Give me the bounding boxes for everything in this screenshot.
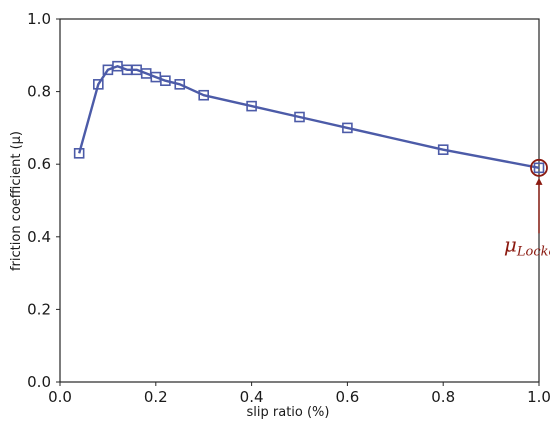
y-tick-label: 0.4 <box>27 228 51 246</box>
y-tick-label: 1.0 <box>27 10 51 28</box>
y-tick-label: 0.6 <box>27 155 51 173</box>
y-tick-label: 0.2 <box>27 300 51 318</box>
y-tick-label: 0.8 <box>27 83 51 101</box>
annotation-layer: μLocked <box>504 158 550 259</box>
series-line <box>78 64 540 169</box>
y-axis: 0.0 0.2 0.4 0.6 0.8 1.0 <box>27 10 60 391</box>
data-point <box>294 111 305 123</box>
annotation-label-main: μ <box>504 232 517 256</box>
data-point <box>198 89 209 101</box>
series-markers <box>73 60 545 174</box>
x-tick-label: 1.0 <box>527 388 550 406</box>
y-axis-label: friction coefficient (μ) <box>9 131 24 271</box>
data-point <box>73 148 85 159</box>
data-point <box>93 79 104 90</box>
series-lines <box>78 64 540 169</box>
x-tick-label: 0.2 <box>144 388 168 406</box>
x-tick-label: 0.8 <box>431 388 455 406</box>
data-point <box>174 79 186 90</box>
data-point <box>533 162 545 174</box>
data-point <box>342 122 353 134</box>
x-axis: 0.0 0.2 0.4 0.6 0.8 1.0 <box>48 382 550 406</box>
data-point <box>160 75 171 87</box>
annotation-label: μLocked <box>504 232 550 259</box>
y-tick-label: 0.0 <box>27 373 51 391</box>
x-axis-label: slip ratio (%) <box>247 405 330 420</box>
x-tick-label: 0.4 <box>240 388 264 406</box>
annotation-arrow-head <box>535 177 543 185</box>
data-point <box>246 100 257 112</box>
x-tick-label: 0.0 <box>48 388 72 406</box>
annotation-label-sub: Locked <box>516 244 550 259</box>
highlight-circle <box>530 158 548 177</box>
data-point <box>437 144 449 155</box>
x-tick-label: 0.6 <box>335 388 359 406</box>
